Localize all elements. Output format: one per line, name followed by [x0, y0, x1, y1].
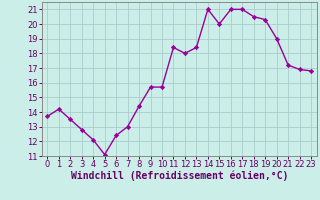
X-axis label: Windchill (Refroidissement éolien,°C): Windchill (Refroidissement éolien,°C)	[70, 171, 288, 181]
